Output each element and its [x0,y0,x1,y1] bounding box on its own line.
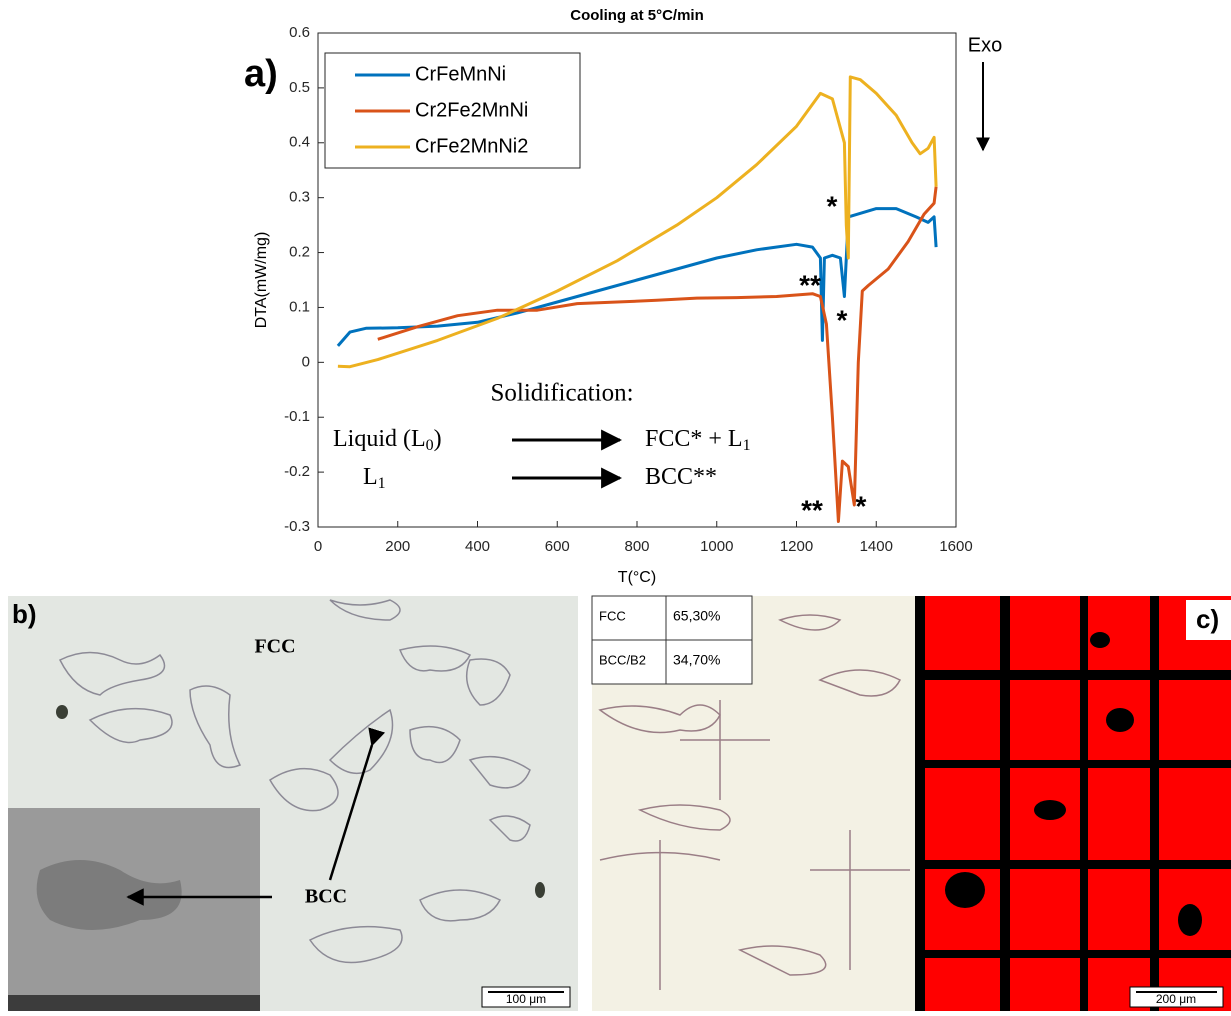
x-tick-label: 800 [624,538,649,555]
peak-mark: ** [801,494,823,525]
x-tick-label: 600 [545,538,570,555]
annotation-part: Liquid (L [333,426,426,452]
panel-label: c) [1196,604,1219,634]
phase-label: FCC [254,636,295,658]
data-line [336,207,938,347]
y-tick-label: -0.2 [284,463,310,480]
peak-mark: * [837,304,848,335]
label-box [1186,600,1231,640]
legend-label: CrFeMnNi [415,63,506,85]
micrograph-c-phase-map [915,596,1231,1011]
panel-label: a) [244,53,278,95]
phase-label: BCC [305,886,347,908]
legend-label: Cr2Fe2MnNi [415,99,528,121]
y-tick-label: 0.2 [289,244,310,261]
x-tick-label: 1600 [939,538,972,555]
chart-title: Cooling at 5°C/min [570,7,704,24]
annotation-part: ) [434,426,442,452]
annotation: BCC** [645,464,717,490]
annotation-part: L [363,464,378,490]
scale-label: 200 μm [1156,992,1196,1006]
x-tick-label: 0 [314,538,322,555]
sem-infobar [8,995,260,1011]
x-tick-label: 1400 [860,538,893,555]
peak-mark: * [856,490,867,521]
y-tick-label: 0.1 [289,298,310,315]
annotation-part: BCC** [645,464,717,490]
bcc-phase-map [915,596,1231,1011]
table-cell: FCC [599,608,626,623]
subscript: 1 [378,475,386,492]
y-tick-label: 0.3 [289,189,310,206]
annotation-heading: Solidification: [490,380,633,407]
peak-mark: * [827,190,838,221]
annotation: Liquid (L0) [333,426,442,454]
scale-label: 100 μm [506,992,546,1006]
sem-bcc-region [36,860,182,930]
x-tick-label: 1000 [700,538,733,555]
x-tick-label: 1200 [780,538,813,555]
panel-label: b) [12,599,37,629]
annotation-part: FCC* + L [645,426,743,452]
y-tick-label: 0.6 [289,24,310,41]
inclusion [56,705,68,719]
table-cell: BCC/B2 [599,652,646,667]
arrow [328,727,386,881]
panel-b [8,596,578,1011]
x-tick-label: 400 [465,538,490,555]
subscript: 1 [743,437,751,454]
data-line [337,75,938,369]
panel-c [591,595,1231,1011]
y-tick-label: -0.3 [284,518,310,535]
y-tick-label: -0.1 [284,408,310,425]
y-tick-label: 0.5 [289,79,310,96]
subscript: 0 [426,437,434,454]
table-cell: 65,30% [673,608,720,624]
annotation: L1 [363,464,386,492]
table-cell: 34,70% [673,652,720,668]
annotation: FCC* + L1 [645,426,751,454]
exo-label: Exo [968,34,1002,56]
bcc-outlines [598,614,910,990]
x-tick-label: 200 [385,538,410,555]
legend-label: CrFe2MnNi2 [415,135,528,157]
y-axis-label: DTA(mW/mg) [253,232,270,329]
y-tick-label: 0 [302,353,310,370]
inclusion [535,882,545,898]
y-tick-label: 0.4 [289,134,310,151]
bcc-outlines [58,599,531,964]
peak-mark: ** [799,269,821,300]
x-axis-label: T(°C) [618,569,656,586]
data-line [377,186,938,523]
